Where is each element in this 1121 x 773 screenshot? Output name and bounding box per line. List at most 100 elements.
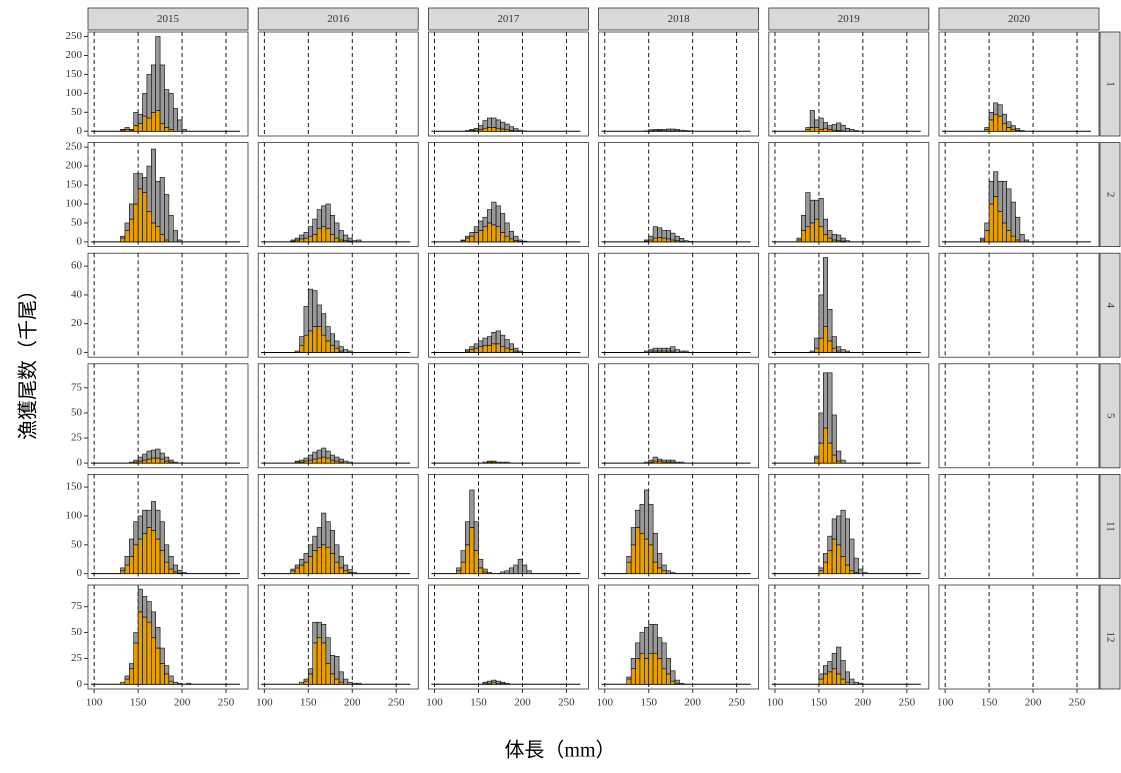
bar bbox=[159, 663, 165, 685]
bar bbox=[164, 194, 170, 241]
bar bbox=[329, 344, 335, 353]
bar bbox=[491, 681, 497, 685]
bar bbox=[993, 196, 999, 243]
bar bbox=[155, 457, 161, 464]
bar bbox=[329, 233, 335, 243]
bar bbox=[343, 564, 349, 572]
bar bbox=[993, 102, 999, 115]
bar bbox=[150, 611, 156, 639]
bar bbox=[997, 180, 1003, 212]
bar bbox=[329, 673, 335, 685]
bar bbox=[294, 350, 300, 353]
bar bbox=[478, 567, 484, 574]
bar bbox=[142, 532, 148, 574]
bar bbox=[129, 461, 135, 464]
bar bbox=[482, 120, 488, 129]
bar bbox=[831, 652, 837, 670]
bar bbox=[155, 226, 161, 243]
bar bbox=[661, 570, 667, 574]
bar bbox=[460, 239, 466, 242]
x-tick-label: 200 bbox=[174, 697, 191, 709]
bar bbox=[809, 222, 815, 243]
bar bbox=[988, 119, 994, 132]
bar bbox=[325, 228, 331, 243]
bar bbox=[146, 74, 152, 119]
bar bbox=[504, 235, 510, 243]
panel bbox=[427, 363, 589, 469]
bar bbox=[1023, 239, 1029, 243]
bar bbox=[120, 235, 126, 239]
y-tick-label: 50 bbox=[71, 538, 83, 550]
bar bbox=[495, 330, 501, 345]
bar bbox=[840, 678, 846, 685]
bar bbox=[648, 459, 654, 463]
bar bbox=[142, 459, 148, 464]
bar bbox=[840, 237, 846, 242]
bar bbox=[347, 237, 353, 242]
bar bbox=[661, 347, 667, 352]
y-tick-label: 100 bbox=[66, 198, 83, 210]
bar bbox=[321, 642, 327, 685]
bar bbox=[329, 553, 335, 574]
bar bbox=[500, 346, 506, 353]
x-tick-label: 150 bbox=[470, 697, 487, 709]
bar bbox=[478, 340, 484, 347]
bar bbox=[159, 458, 165, 464]
bar bbox=[159, 647, 165, 664]
row-strip-label: 11 bbox=[1104, 521, 1116, 532]
bar bbox=[473, 521, 479, 551]
bar bbox=[809, 350, 815, 353]
bar bbox=[487, 572, 492, 574]
bar bbox=[661, 129, 667, 132]
bar bbox=[862, 572, 868, 574]
bar bbox=[840, 660, 846, 680]
bar bbox=[836, 460, 842, 464]
y-tick-label: 250 bbox=[66, 30, 83, 42]
bar bbox=[303, 334, 309, 353]
bar bbox=[120, 567, 126, 572]
row-strip bbox=[1099, 363, 1121, 469]
bar bbox=[164, 127, 170, 132]
bar bbox=[818, 117, 824, 130]
bar bbox=[321, 512, 327, 546]
bar bbox=[657, 458, 663, 462]
bar bbox=[665, 570, 671, 574]
bar bbox=[827, 671, 833, 685]
bar bbox=[679, 129, 685, 132]
y-tick-label: 50 bbox=[71, 216, 83, 228]
bar bbox=[670, 459, 676, 463]
bar bbox=[299, 238, 305, 243]
bar bbox=[495, 205, 501, 228]
bar bbox=[836, 122, 842, 131]
bar bbox=[665, 238, 671, 243]
bar bbox=[670, 670, 676, 682]
bar bbox=[129, 668, 135, 685]
bar bbox=[334, 456, 340, 462]
bar bbox=[150, 530, 156, 574]
bar bbox=[137, 188, 143, 243]
column-strip bbox=[938, 7, 1100, 31]
bar bbox=[159, 452, 165, 460]
bar bbox=[679, 461, 685, 464]
bar bbox=[818, 197, 824, 228]
bar bbox=[308, 459, 314, 464]
y-tick-label: 0 bbox=[77, 457, 83, 469]
bar bbox=[150, 112, 156, 132]
bar bbox=[849, 678, 855, 685]
x-tick-label: 200 bbox=[855, 697, 872, 709]
bar bbox=[473, 127, 479, 131]
bar bbox=[142, 192, 148, 243]
bar bbox=[639, 532, 645, 574]
bar bbox=[657, 658, 663, 685]
bar bbox=[150, 637, 156, 685]
bar bbox=[133, 521, 139, 546]
column-strip bbox=[598, 7, 759, 31]
bar bbox=[1001, 222, 1007, 243]
bar bbox=[325, 203, 331, 229]
bar bbox=[129, 218, 135, 243]
bar bbox=[495, 127, 501, 132]
row-strip-label: 1 bbox=[1104, 81, 1116, 87]
bar bbox=[670, 572, 676, 574]
bar bbox=[652, 456, 658, 462]
bar bbox=[133, 459, 139, 463]
